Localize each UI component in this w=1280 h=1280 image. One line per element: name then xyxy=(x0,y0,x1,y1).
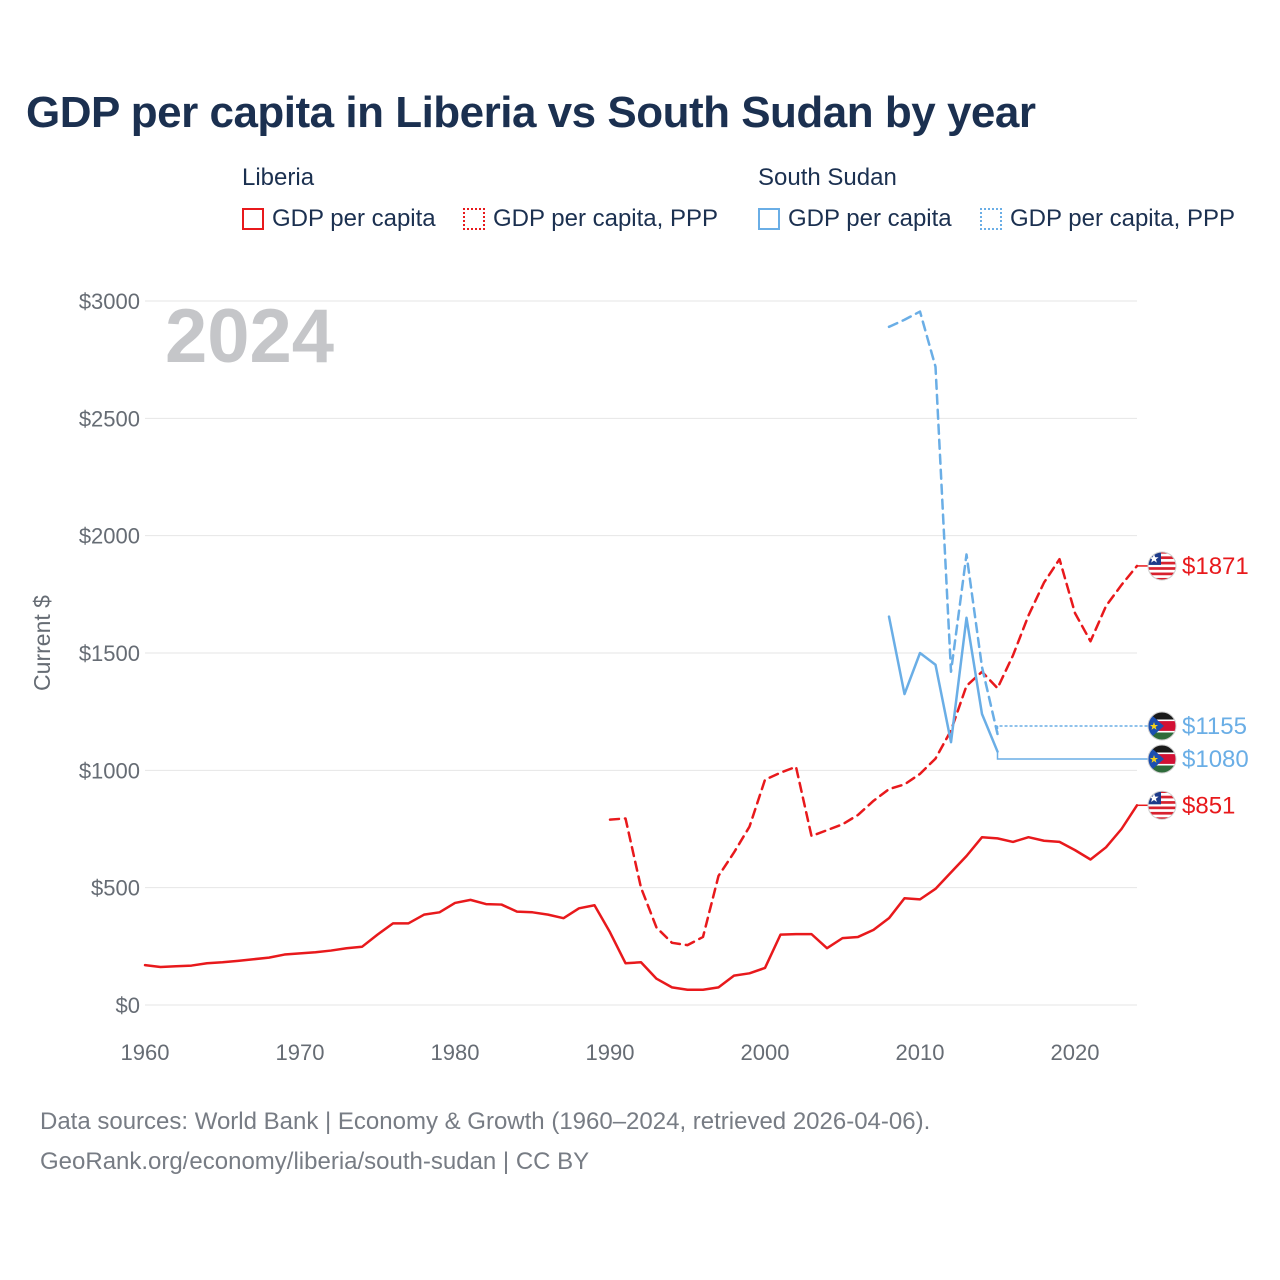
x-tick-label: 1960 xyxy=(121,1040,170,1065)
south-sudan-flag-icon-gdp xyxy=(1147,744,1177,774)
x-tick-label: 2020 xyxy=(1051,1040,1100,1065)
legend-label-south-sudan-gdp: GDP per capita xyxy=(788,205,952,232)
legend-item-south-sudan-gdp[interactable]: GDP per capita xyxy=(758,205,952,233)
chart-title: GDP per capita in Liberia vs South Sudan… xyxy=(26,88,1036,137)
y-tick-label: $2000 xyxy=(79,524,140,549)
x-tick-label: 1990 xyxy=(586,1040,635,1065)
x-tick-label: 1980 xyxy=(431,1040,480,1065)
legend-swatch-south-sudan-ppp xyxy=(980,208,1002,230)
x-tick-label: 2010 xyxy=(896,1040,945,1065)
legend-group-south-sudan: South Sudan xyxy=(758,164,897,191)
footer-attribution: GeoRank.org/economy/liberia/south-sudan … xyxy=(40,1148,590,1175)
end-connector-south_sudan-dashed xyxy=(996,725,1148,734)
end-connector-south_sudan-solid xyxy=(996,751,1148,760)
legend-label-liberia-ppp: GDP per capita, PPP xyxy=(493,205,718,232)
year-watermark: 2024 xyxy=(165,294,334,379)
legend-swatch-liberia-ppp xyxy=(463,208,485,230)
line-chart: 2024 Current $ $0 $500 $1000 $1500 $2000 $250… xyxy=(29,289,1249,1065)
series-line-liberia-gdp[interactable] xyxy=(143,804,1139,991)
legend-item-liberia-ppp[interactable]: GDP per capita, PPP xyxy=(463,205,718,233)
legend-label-south-sudan-ppp: GDP per capita, PPP xyxy=(1010,205,1235,232)
y-tick-label: $0 xyxy=(116,993,140,1018)
footer-sources: Data sources: World Bank | Economy & Gro… xyxy=(40,1108,931,1135)
legend-swatch-south-sudan-gdp xyxy=(758,208,780,230)
south-sudan-flag-icon-ppp xyxy=(1147,711,1177,741)
x-tick-label: 1970 xyxy=(276,1040,325,1065)
y-tick-label: $1000 xyxy=(79,758,140,783)
liberia-flag-icon-gdp xyxy=(1147,790,1177,820)
legend-item-liberia-gdp[interactable]: GDP per capita xyxy=(242,205,436,233)
legend-label-liberia-gdp: GDP per capita xyxy=(272,205,436,232)
series-line-south_sudan-gdp[interactable] xyxy=(887,615,999,753)
end-label-south_sudan-gdp: $1080 xyxy=(1182,746,1249,773)
y-tick-label: $3000 xyxy=(79,289,140,314)
end-label-liberia-ppp: $1871 xyxy=(1182,553,1249,580)
y-axis-label: Current $ xyxy=(29,595,55,691)
end-label-south_sudan-ppp: $1155 xyxy=(1182,713,1247,740)
legend-item-south-sudan-ppp[interactable]: GDP per capita, PPP xyxy=(980,205,1235,233)
series-line-south_sudan-ppp[interactable] xyxy=(887,310,999,736)
x-tick-label: 2000 xyxy=(741,1040,790,1065)
y-tick-label: $2500 xyxy=(79,406,140,431)
end-label-liberia-gdp: $851 xyxy=(1182,792,1235,819)
series-line-liberia-ppp[interactable] xyxy=(608,557,1139,947)
legend-group-liberia: Liberia xyxy=(242,164,315,191)
y-tick-label: $1500 xyxy=(79,641,140,666)
liberia-flag-icon-ppp xyxy=(1147,551,1177,581)
y-tick-label: $500 xyxy=(91,876,140,901)
legend-swatch-liberia-gdp xyxy=(242,208,264,230)
